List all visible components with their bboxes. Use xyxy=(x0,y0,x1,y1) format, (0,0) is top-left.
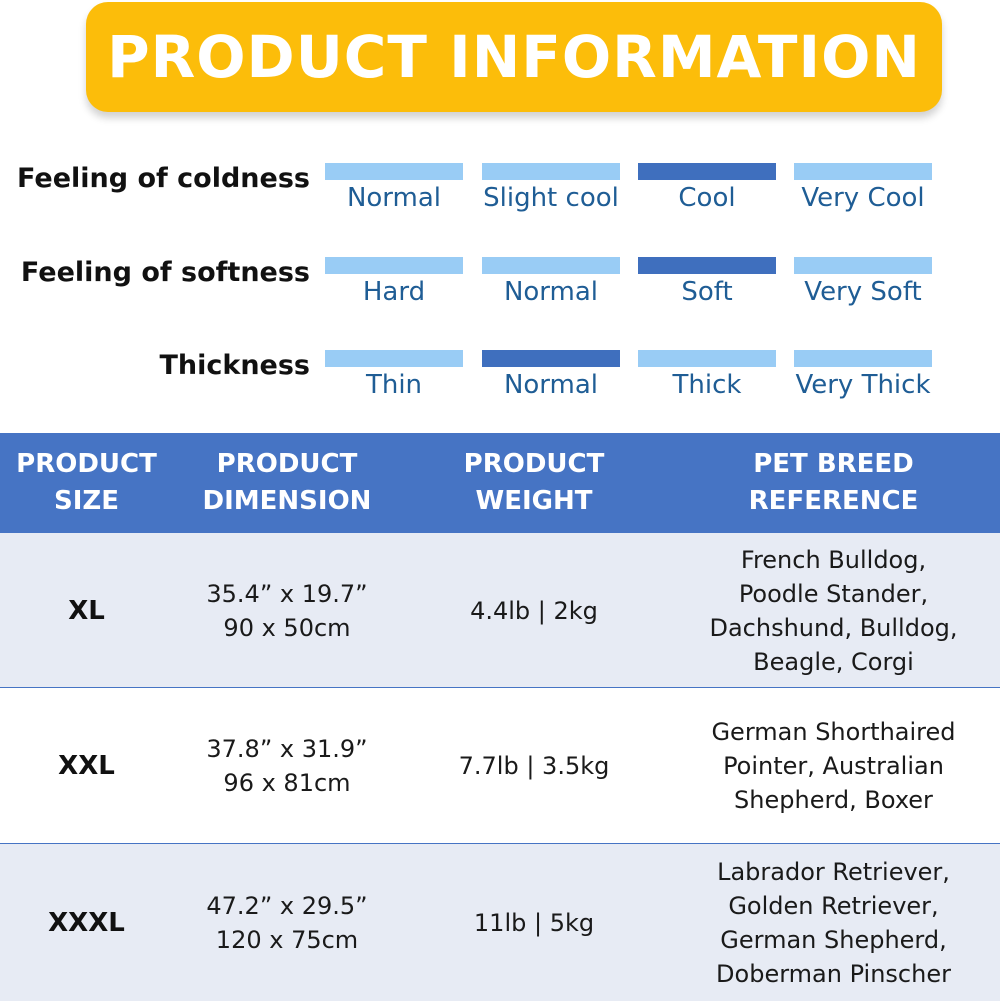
rating-option: Very Thick xyxy=(794,350,932,430)
size-table: PRODUCT SIZE PRODUCT DIMENSION PRODUCT W… xyxy=(0,433,1000,1001)
rating-option: Thin xyxy=(325,350,463,430)
header-product-dimension: PRODUCT DIMENSION xyxy=(202,448,372,516)
table-header: PRODUCT SIZE PRODUCT DIMENSION PRODUCT W… xyxy=(0,433,1000,532)
rating-bar xyxy=(325,163,463,180)
rating-bar xyxy=(638,257,776,274)
rating-option-label: Very Cool xyxy=(801,183,925,213)
rating-option-label: Thick xyxy=(672,370,742,400)
cell-size: XXXL xyxy=(48,907,125,938)
rating-bar xyxy=(482,350,620,367)
rating-option-label: Normal xyxy=(346,183,442,213)
rating-option-label: Very Thick xyxy=(795,370,931,400)
rating-bar xyxy=(325,350,463,367)
header-pet-breed-reference: PET BREED REFERENCE xyxy=(748,448,919,516)
rating-option-selected: Cool xyxy=(638,163,776,243)
cell-breeds: Labrador Retriever, Golden Retriever, Ge… xyxy=(716,857,951,988)
header-product-size: PRODUCT SIZE xyxy=(16,448,157,516)
rating-bar xyxy=(794,257,932,274)
rating-bar xyxy=(325,257,463,274)
cell-size: XXL xyxy=(58,751,115,781)
table-row: XXL 37.8” x 31.9” 96 x 81cm 7.7lb | 3.5kg G… xyxy=(0,687,1000,844)
rating-option: Hard xyxy=(325,257,463,337)
rating-option-label: Normal xyxy=(503,277,599,307)
rating-option: Thick xyxy=(638,350,776,430)
rating-option: Slight cool xyxy=(482,163,620,243)
rating-bar xyxy=(482,257,620,274)
rating-option-selected: Normal xyxy=(482,350,620,430)
rating-row: Feeling of coldness Normal Slight cool Cool… xyxy=(0,163,1000,243)
rating-option-label: Hard xyxy=(362,277,426,307)
rating-row: Thickness Thin Normal Thick Very Thick xyxy=(0,350,1000,430)
cell-weight: 7.7lb | 3.5kg xyxy=(458,752,610,780)
cell-dimension: 35.4” x 19.7” 90 x 50cm xyxy=(206,579,368,642)
rating-option-label: Very Soft xyxy=(804,277,922,307)
rating-option-label: Cool xyxy=(678,183,736,213)
rating-option-selected: Soft xyxy=(638,257,776,337)
table-row: XXXL 47.2” x 29.5” 120 x 75cm 11lb | 5kg La… xyxy=(0,843,1000,1001)
rating-option-label: Slight cool xyxy=(483,183,619,213)
rating-row: Feeling of softness Hard Normal Soft Very So… xyxy=(0,257,1000,337)
rating-option-label: Thin xyxy=(365,370,423,400)
rating-label: Thickness xyxy=(159,350,310,381)
rating-bar xyxy=(638,350,776,367)
cell-size: XL xyxy=(68,595,105,626)
rating-bar xyxy=(794,163,932,180)
cell-dimension: 37.8” x 31.9” 96 x 81cm xyxy=(206,735,368,797)
header-product-weight: PRODUCT WEIGHT xyxy=(463,448,605,516)
rating-label: Feeling of coldness xyxy=(17,163,310,194)
table-row: XL 35.4” x 19.7” 90 x 50cm 4.4lb | 2kg Fren… xyxy=(0,532,1000,688)
cell-breeds: German Shorthaired Pointer, Australian S… xyxy=(711,718,956,814)
cell-weight: 11lb | 5kg xyxy=(473,908,595,937)
cell-breeds: French Bulldog, Poodle Stander, Dachshun… xyxy=(709,545,958,676)
rating-option: Normal xyxy=(325,163,463,243)
cell-weight: 4.4lb | 2kg xyxy=(470,596,598,625)
rating-option: Very Soft xyxy=(794,257,932,337)
rating-option: Normal xyxy=(482,257,620,337)
rating-option-label: Normal xyxy=(503,370,599,400)
rating-label: Feeling of softness xyxy=(20,257,310,288)
rating-bar xyxy=(482,163,620,180)
rating-bar xyxy=(638,163,776,180)
cell-dimension: 47.2” x 29.5” 120 x 75cm xyxy=(206,891,368,954)
rating-bar xyxy=(794,350,932,367)
title-banner: PRODUCT INFORMATION xyxy=(86,2,942,112)
banner-title: PRODUCT INFORMATION xyxy=(107,23,921,91)
rating-option: Very Cool xyxy=(794,163,932,243)
rating-option-label: Soft xyxy=(681,277,733,307)
